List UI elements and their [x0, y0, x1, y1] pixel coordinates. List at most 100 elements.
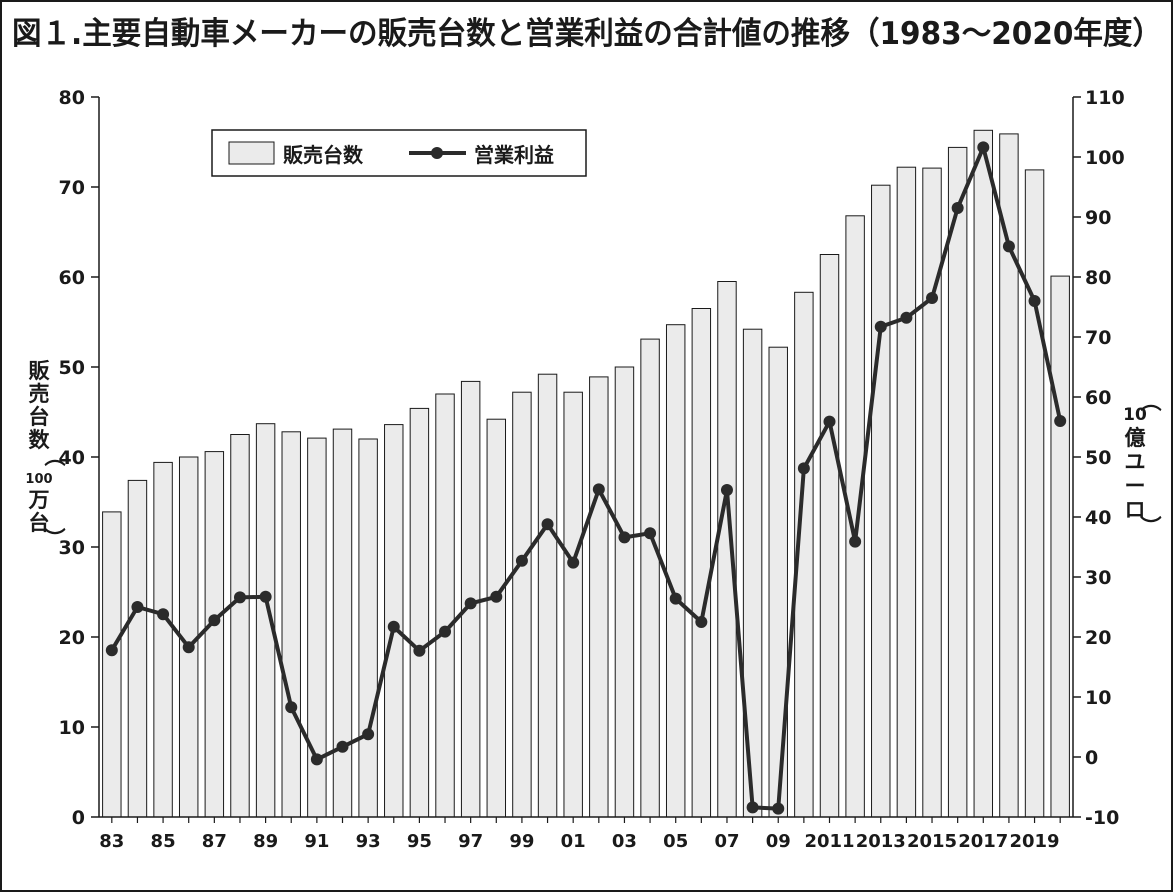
profit-point-2020	[1054, 415, 1067, 427]
profit-point-1995	[413, 644, 426, 657]
left-axis-title-char: 売	[29, 382, 50, 406]
profit-point-1999	[515, 554, 528, 567]
left-axis: 0 10 20 30 40 50 60 70 80	[59, 87, 100, 829]
right-tick-label: 10	[1085, 687, 1111, 709]
bar-sales-2000	[537, 373, 558, 818]
right-axis-unit-close: ）	[1138, 516, 1162, 537]
profit-point-2008	[746, 801, 759, 814]
x-tick-label: 2015	[907, 831, 957, 852]
legend: 販売台数 営業利益	[211, 129, 587, 177]
right-tick-label: 40	[1085, 507, 1111, 529]
right-tick-label: 30	[1085, 567, 1111, 589]
profit-point-1996	[439, 625, 452, 638]
right-tick-label: 110	[1085, 87, 1125, 109]
right-tick-label: 20	[1085, 627, 1111, 649]
bar-sales-2017	[973, 129, 994, 818]
profit-point-1994	[387, 620, 400, 633]
bar-sales-2001	[563, 391, 583, 818]
x-tick-label: 97	[458, 831, 483, 852]
x-tick-label: 95	[407, 831, 432, 852]
left-axis-unit-open: （	[42, 446, 66, 467]
right-axis-title-char: 億	[1125, 426, 1146, 450]
profit-point-1991	[310, 753, 323, 766]
right-axis-unit-open: （	[1138, 391, 1162, 412]
bar-sales-2016	[947, 146, 968, 818]
bar-sales-1988	[230, 434, 250, 818]
bar-sales-1994	[384, 424, 404, 818]
profit-point-2000	[541, 518, 554, 531]
legend-line-label: 営業利益	[474, 143, 554, 167]
left-tick-label: 80	[59, 87, 85, 109]
x-tick-label: 2017	[958, 831, 1008, 852]
left-tick-label: 20	[59, 627, 85, 649]
x-tick-label: 05	[663, 831, 688, 852]
profit-point-2019	[1028, 295, 1041, 307]
bar-sales-2020	[1050, 275, 1070, 818]
x-tick-label: 83	[99, 831, 124, 852]
left-axis-title-char: 万	[28, 488, 50, 512]
bar-sales-1990	[281, 431, 301, 818]
left-axis-title-char: 台	[29, 405, 50, 429]
right-tick-label: 60	[1085, 387, 1111, 409]
profit-point-2016	[951, 202, 964, 214]
profit-point-1997	[464, 597, 477, 610]
profit-point-1993	[362, 728, 375, 741]
left-axis-unit-number: 100	[25, 472, 52, 487]
profit-point-2002	[592, 483, 605, 496]
profit-point-1998	[490, 590, 503, 603]
x-axis: 83 85 87 89 91 93 95 97 99 01 03 05 07 09 2011 2013 2015…	[99, 816, 1073, 852]
profit-point-2012	[849, 535, 862, 548]
left-tick-label: 10	[59, 717, 85, 739]
right-axis-title: （ 10 億 ユ ー ロ ）	[1123, 391, 1162, 537]
right-tick-label: 70	[1085, 327, 1111, 349]
profit-point-2013	[874, 320, 887, 333]
bar-sales-2006	[691, 308, 712, 818]
bar-sales-2011	[819, 254, 840, 818]
right-axis-title-char: ー	[1125, 474, 1146, 498]
right-axis-unit-number: 10	[1123, 405, 1147, 425]
x-tick-label: 93	[356, 831, 381, 852]
line-layer	[105, 141, 1067, 815]
left-axis-title-char: 台	[29, 511, 50, 535]
x-tick-label: 87	[202, 831, 227, 852]
left-axis-title-char: 数	[29, 428, 51, 452]
profit-point-2009	[772, 802, 785, 815]
profit-point-1988	[233, 591, 246, 604]
bar-sales-2013	[871, 184, 891, 818]
bar-sales-1987	[204, 451, 225, 818]
bar-sales-2003	[614, 366, 635, 818]
profit-point-1992	[336, 740, 349, 753]
bar-sales-1983	[102, 511, 122, 818]
profit-point-2015	[926, 292, 939, 304]
profit-point-2005	[669, 592, 682, 605]
bars-layer	[102, 129, 1070, 818]
x-tick-label: 85	[151, 831, 176, 852]
x-tick-label: 01	[561, 831, 586, 852]
right-tick-label: 50	[1085, 447, 1111, 469]
left-axis-unit-close: ）	[42, 528, 66, 549]
right-tick-label: 90	[1085, 207, 1111, 229]
left-tick-label: 0	[72, 807, 85, 829]
bar-sales-1995	[409, 407, 430, 818]
profit-point-1984	[131, 601, 144, 613]
profit-point-2004	[644, 527, 657, 540]
profit-point-1987	[208, 614, 221, 627]
profit-point-1989	[259, 590, 272, 603]
bar-sales-2015	[922, 167, 942, 818]
right-tick-label: -10	[1085, 807, 1119, 829]
bar-sales-1992	[332, 428, 353, 818]
bar-sales-2018	[999, 133, 1019, 818]
x-tick-label: 2019	[1009, 831, 1059, 852]
profit-point-2018	[1002, 240, 1015, 253]
bar-sales-1998	[486, 418, 507, 818]
profit-point-1990	[285, 701, 298, 714]
right-axis: -10 0 10 20 30 40 50 60 70 80 90 100 110	[1072, 87, 1125, 829]
x-tick-label: 2011	[804, 831, 854, 852]
profit-point-2014	[900, 311, 913, 324]
profit-point-2007	[720, 484, 733, 496]
left-axis-title: 販 売 台 数 （ 100 万 台 ）	[25, 359, 66, 549]
profit-point-2006	[695, 616, 708, 628]
profit-point-1986	[182, 641, 195, 654]
profit-point-2003	[618, 531, 631, 544]
